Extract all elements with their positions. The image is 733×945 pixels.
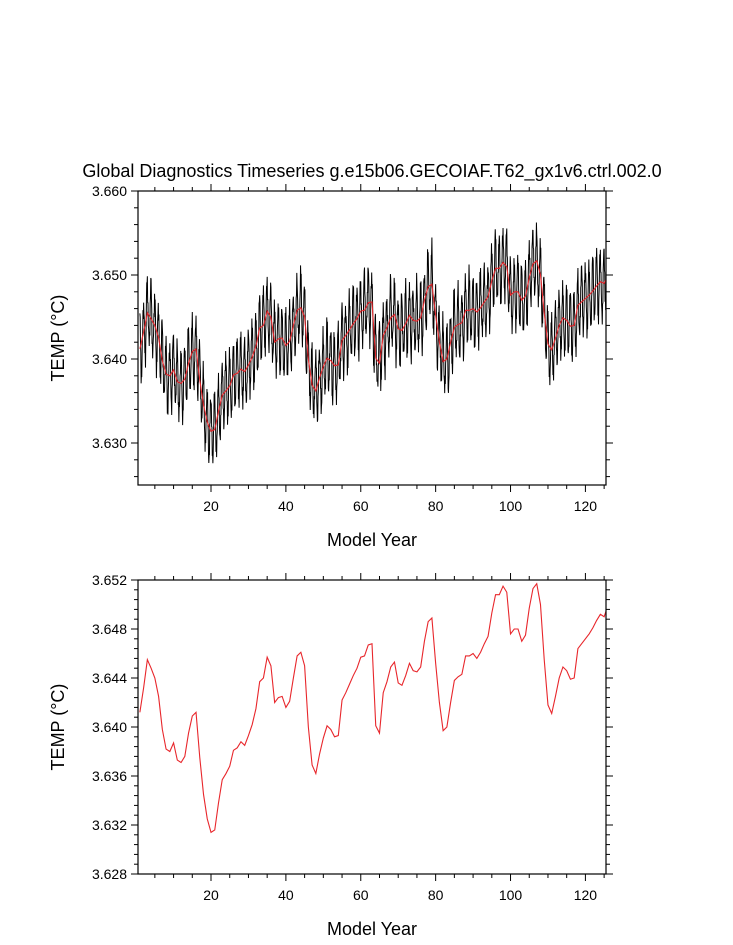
ticks (131, 573, 613, 881)
x-tick-label: 60 (353, 498, 369, 514)
y-tick-label: 3.650 (92, 267, 127, 283)
x-tick-label: 100 (499, 887, 523, 903)
y-tick-label: 3.636 (92, 768, 127, 784)
x-axis-label: Model Year (327, 919, 417, 939)
y-tick-label: 3.644 (92, 670, 127, 686)
y-axis-label: TEMP (°C) (48, 295, 68, 382)
x-tick-label: 20 (203, 887, 219, 903)
x-tick-label: 40 (278, 498, 294, 514)
x-tick-label: 120 (574, 498, 598, 514)
x-tick-label: 80 (428, 498, 444, 514)
y-tick-label: 3.640 (92, 719, 127, 735)
x-tick-label: 120 (574, 887, 598, 903)
y-tick-label: 3.648 (92, 621, 127, 637)
y-tick-label: 3.628 (92, 866, 127, 882)
annual-mean-series-line (139, 259, 606, 432)
x-tick-label: 60 (353, 887, 369, 903)
y-tick-label: 3.640 (92, 351, 127, 367)
bottom-panel: 20 40 60 80 100 120 3.628 3.632 3.636 3.640 3.644 3… (48, 572, 613, 939)
monthly-series-line (139, 222, 606, 464)
y-axis-label: TEMP (°C) (48, 684, 68, 771)
annual-mean-series-line (139, 582, 606, 834)
data-layer (139, 582, 606, 834)
y-tick-label: 3.632 (92, 817, 127, 833)
plot-frame (137, 579, 607, 875)
chart-title: Global Diagnostics Timeseries g.e15b06.G… (82, 161, 661, 182)
x-tick-label: 20 (203, 498, 219, 514)
x-axis-label: Model Year (327, 530, 417, 550)
x-tick-label: 40 (278, 887, 294, 903)
y-tick-label: 3.652 (92, 572, 127, 588)
plot-frame (137, 190, 607, 486)
x-tick-label: 100 (499, 498, 523, 514)
y-tick-label: 3.630 (92, 435, 127, 451)
y-tick-label: 3.660 (92, 183, 127, 199)
ticks (131, 184, 613, 492)
x-tick-label: 80 (428, 887, 444, 903)
data-layer (139, 222, 606, 464)
top-panel: 20 40 60 80 100 120 3.630 3.640 3.650 3.660 Model … (48, 183, 613, 550)
